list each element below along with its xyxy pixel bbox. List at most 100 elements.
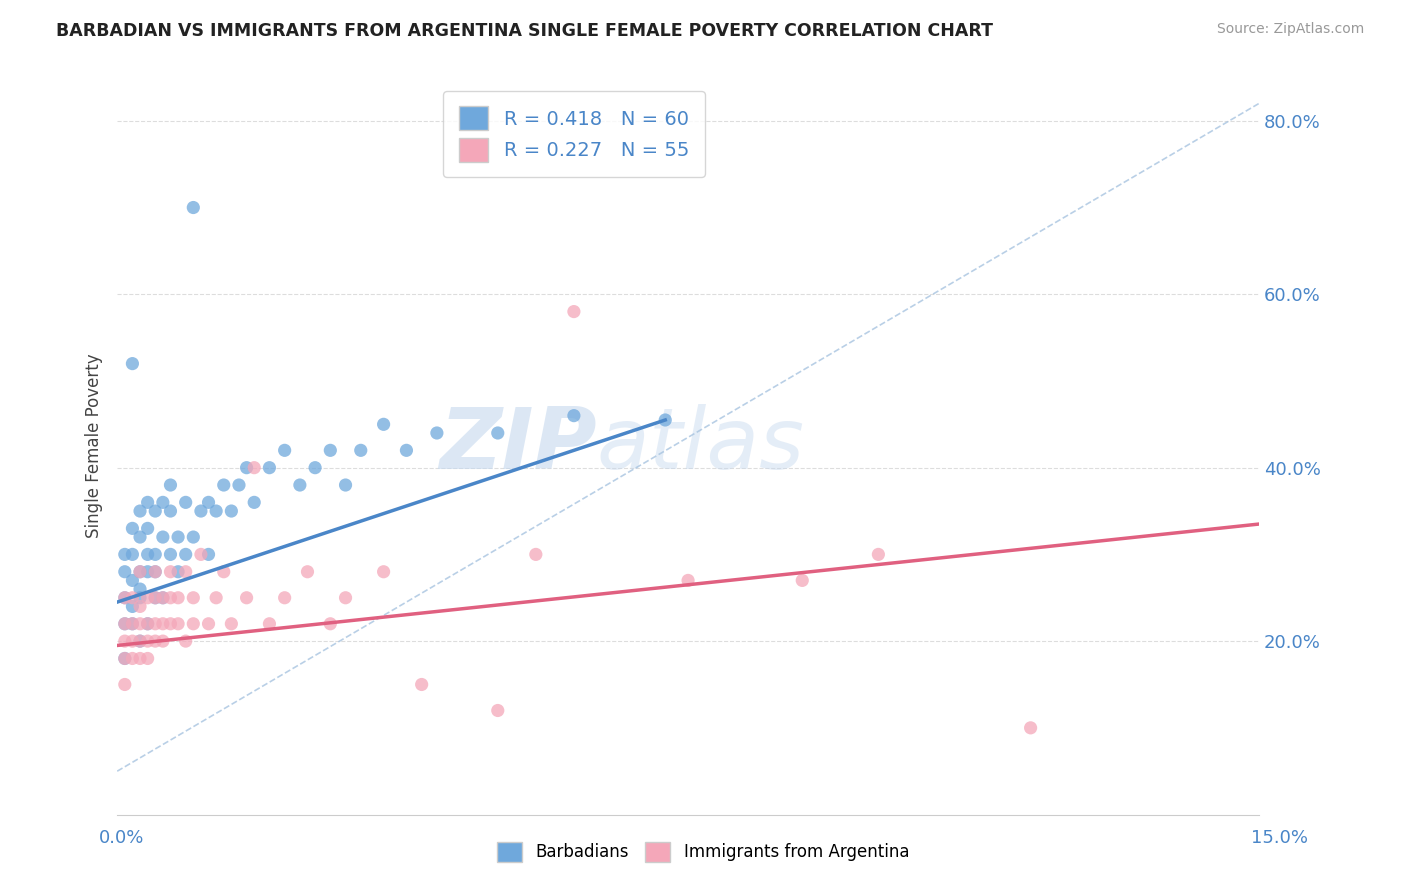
Point [181, 591, 204, 605]
Text: 15.0%: 15.0% [1250, 829, 1308, 847]
Point [114, 616, 136, 631]
Point [159, 504, 181, 518]
Point [167, 591, 190, 605]
Point [159, 616, 181, 631]
Point [562, 409, 585, 423]
Point [143, 565, 166, 579]
Point [297, 565, 319, 579]
Point [335, 478, 357, 492]
Point [562, 304, 585, 318]
Y-axis label: Single Female Poverty: Single Female Poverty [86, 354, 103, 538]
Point [129, 616, 152, 631]
Point [243, 495, 266, 509]
Point [373, 565, 395, 579]
Point [114, 591, 136, 605]
Point [273, 443, 295, 458]
Point [1019, 721, 1042, 735]
Point [221, 616, 243, 631]
Point [167, 565, 190, 579]
Point [143, 504, 166, 518]
Point [350, 443, 373, 458]
Point [114, 616, 136, 631]
Point [136, 616, 159, 631]
Point [152, 591, 174, 605]
Point [174, 634, 197, 648]
Point [136, 565, 159, 579]
Point [304, 460, 326, 475]
Point [121, 574, 143, 588]
Point [373, 417, 395, 432]
Point [129, 530, 152, 544]
Point [121, 616, 143, 631]
Text: ZIP: ZIP [439, 404, 596, 488]
Point [190, 548, 212, 562]
Point [235, 591, 257, 605]
Point [143, 616, 166, 631]
Text: BARBADIAN VS IMMIGRANTS FROM ARGENTINA SINGLE FEMALE POVERTY CORRELATION CHART: BARBADIAN VS IMMIGRANTS FROM ARGENTINA S… [56, 22, 993, 40]
Point [212, 565, 235, 579]
Point [319, 616, 342, 631]
Point [273, 591, 295, 605]
Point [121, 651, 143, 665]
Point [259, 616, 281, 631]
Point [129, 565, 152, 579]
Legend: R = 0.418   N = 60, R = 0.227   N = 55: R = 0.418 N = 60, R = 0.227 N = 55 [443, 91, 704, 178]
Point [114, 677, 136, 691]
Point [129, 634, 152, 648]
Point [676, 574, 699, 588]
Point [205, 504, 228, 518]
Point [159, 548, 181, 562]
Point [143, 591, 166, 605]
Point [181, 201, 204, 215]
Point [243, 460, 266, 475]
Point [395, 443, 418, 458]
Point [181, 530, 204, 544]
Legend: Barbadians, Immigrants from Argentina: Barbadians, Immigrants from Argentina [488, 833, 918, 871]
Point [143, 634, 166, 648]
Point [121, 634, 143, 648]
Point [426, 425, 449, 440]
Point [114, 651, 136, 665]
Point [228, 478, 250, 492]
Point [136, 651, 159, 665]
Point [212, 478, 235, 492]
Point [411, 677, 433, 691]
Point [654, 413, 676, 427]
Point [129, 565, 152, 579]
Point [129, 582, 152, 596]
Point [159, 478, 181, 492]
Point [174, 565, 197, 579]
Point [129, 591, 152, 605]
Point [121, 521, 143, 535]
Point [167, 616, 190, 631]
Point [114, 651, 136, 665]
Point [288, 478, 311, 492]
Point [159, 565, 181, 579]
Point [136, 591, 159, 605]
Point [129, 504, 152, 518]
Point [190, 504, 212, 518]
Point [152, 591, 174, 605]
Point [136, 548, 159, 562]
Point [152, 495, 174, 509]
Point [121, 357, 143, 371]
Point [197, 548, 219, 562]
Point [152, 616, 174, 631]
Point [121, 591, 143, 605]
Point [143, 591, 166, 605]
Point [143, 548, 166, 562]
Point [159, 591, 181, 605]
Point [335, 591, 357, 605]
Point [121, 599, 143, 614]
Point [486, 425, 509, 440]
Point [486, 704, 509, 718]
Point [114, 565, 136, 579]
Point [167, 530, 190, 544]
Point [136, 634, 159, 648]
Point [114, 634, 136, 648]
Text: atlas: atlas [596, 404, 804, 488]
Point [152, 530, 174, 544]
Point [114, 591, 136, 605]
Point [129, 651, 152, 665]
Point [129, 599, 152, 614]
